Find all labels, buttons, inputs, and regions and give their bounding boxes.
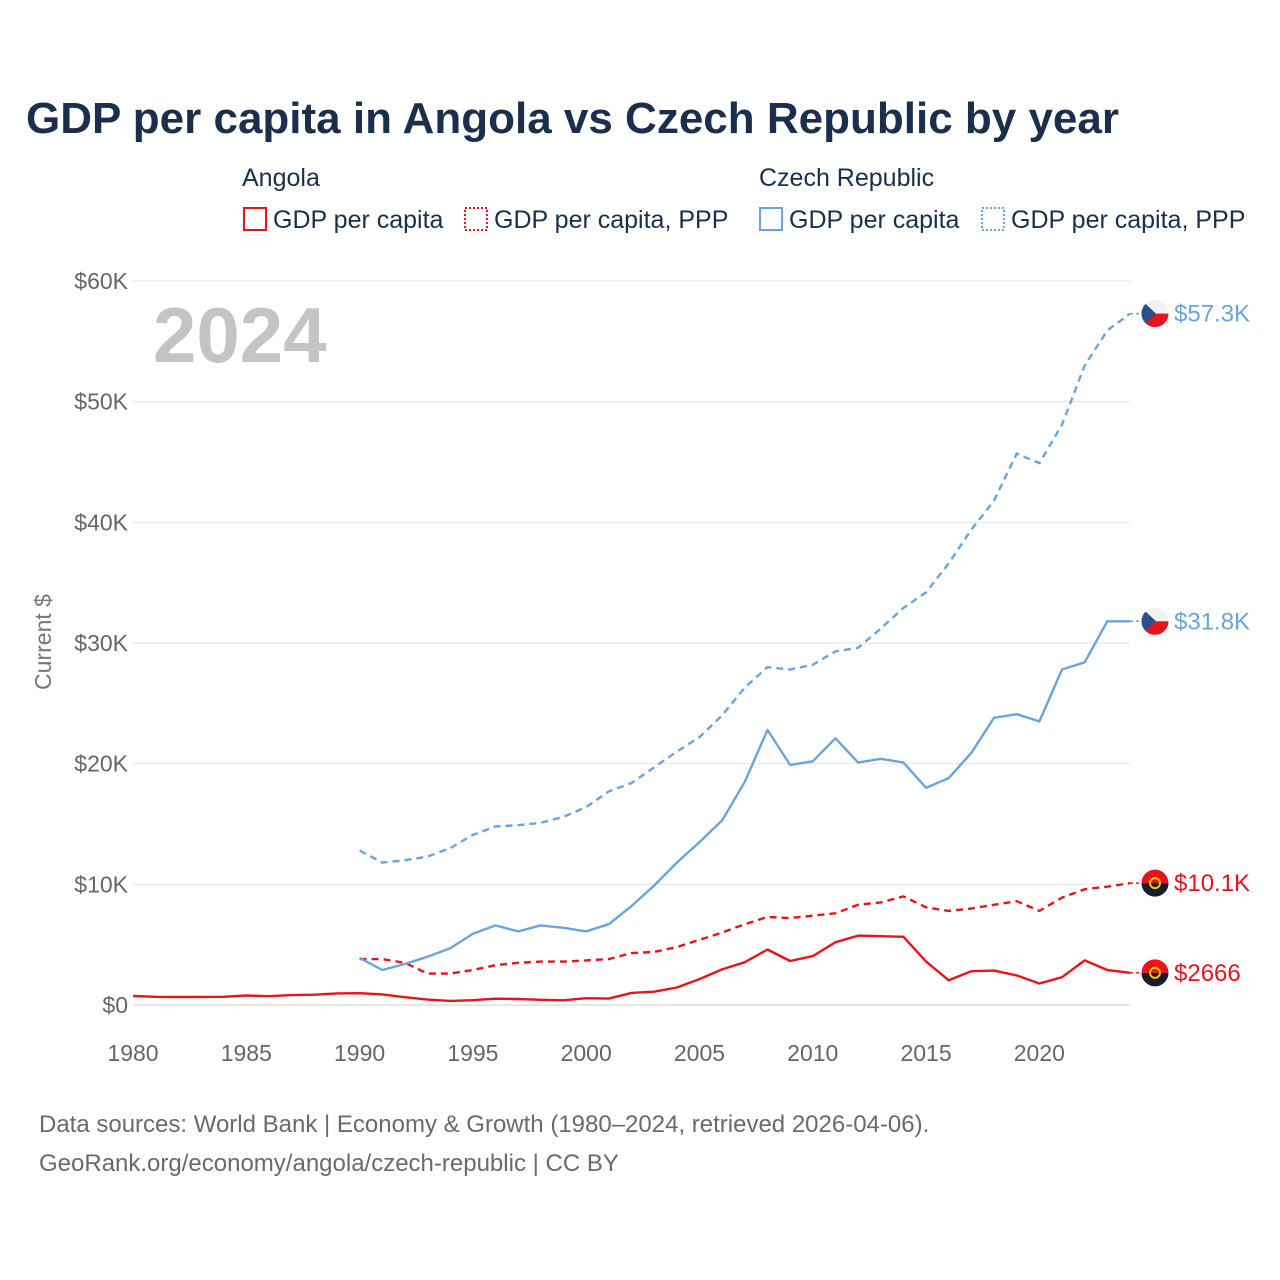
flag-band-bottom [1141, 972, 1169, 987]
flag-band-top [1141, 958, 1169, 973]
y-tick-label: $40K [74, 509, 128, 535]
x-tick-label: 2005 [674, 1040, 725, 1066]
angola-flag-icon [1130, 958, 1170, 988]
end-value-label: $10.1K [1174, 870, 1250, 897]
end-value-label: $57.3K [1174, 301, 1250, 328]
end-markers: $2666 $10.1K $31.8K $57.3K [1130, 299, 1250, 988]
flag-ring [1140, 606, 1170, 636]
end-value-label: $2666 [1174, 960, 1241, 987]
series-lines [132, 312, 1131, 1003]
x-tick-label: 1990 [334, 1040, 385, 1066]
y-tick-label: $50K [74, 389, 128, 415]
x-tick-label: 2010 [787, 1040, 838, 1066]
year-watermark: 2024 [153, 291, 327, 379]
x-axis-ticks: 1980 1985 1990 1995 2000 2005 2010 2015 2020 [107, 1040, 1065, 1066]
series-line-0[interactable] [132, 934, 1131, 1003]
flag-ring [1140, 868, 1170, 898]
flag-fill [1141, 958, 1169, 987]
x-tick-label: 1995 [447, 1040, 498, 1066]
y-tick-label: $60K [74, 268, 128, 294]
x-tick-label: 2000 [561, 1040, 612, 1066]
czech-flag-icon [1130, 606, 1170, 636]
angola-flag-icon [1130, 868, 1170, 898]
legend-entry-angola-gdp[interactable]: GDP per capita [273, 206, 444, 234]
flag-ring [1140, 958, 1170, 988]
source-line-2[interactable]: GeoRank.org/economy/angola/czech-republi… [39, 1150, 619, 1177]
czech-flag-icon [1130, 299, 1170, 329]
flag-emblem [1149, 877, 1161, 890]
x-tick-label: 1980 [107, 1040, 158, 1066]
grid [133, 280, 1130, 1006]
series-line-3[interactable] [359, 312, 1131, 864]
y-tick-label: $10K [74, 871, 128, 897]
flag-emblem [1149, 966, 1161, 979]
chart-title: GDP per capita in Angola vs Czech Republ… [26, 94, 1119, 143]
x-tick-label: 2020 [1014, 1040, 1065, 1066]
legend-swatch-angola-ppp [464, 207, 488, 231]
y-axis-ticks: $0 $10K $20K $30K $40K $50K $60K [74, 268, 128, 1018]
flag-ring [1140, 299, 1170, 329]
y-tick-label: $0 [102, 992, 128, 1018]
flag-fill [1141, 299, 1169, 328]
legend-swatch-angola-gdp [243, 207, 267, 231]
x-tick-label: 1985 [221, 1040, 272, 1066]
series-line-2[interactable] [359, 620, 1130, 972]
end-value-label: $31.8K [1174, 608, 1250, 635]
legend-swatch-czech-gdp [759, 207, 783, 231]
series-line-1[interactable] [359, 881, 1131, 975]
legend-entry-czech-gdp[interactable]: GDP per capita [789, 206, 960, 234]
y-tick-label: $30K [74, 630, 128, 656]
flag-triangle [1141, 607, 1156, 636]
y-axis-label: Current $ [30, 594, 56, 690]
flag-triangle [1141, 299, 1156, 328]
legend-group-czech: Czech Republic [759, 164, 934, 192]
legend: Angola GDP per capita GDP per capita, PP… [242, 164, 1245, 234]
legend-group-angola: Angola [242, 164, 320, 192]
y-tick-label: $20K [74, 751, 128, 777]
flag-fill [1141, 607, 1169, 636]
legend-entry-angola-ppp[interactable]: GDP per capita, PPP [494, 206, 728, 234]
flag-fill [1141, 869, 1169, 898]
x-tick-label: 2015 [900, 1040, 951, 1066]
legend-swatch-czech-ppp [981, 207, 1005, 231]
flag-band-top [1141, 869, 1169, 884]
flag-band-bottom [1141, 883, 1169, 898]
legend-entry-czech-ppp[interactable]: GDP per capita, PPP [1011, 206, 1245, 234]
source-line-1: Data sources: World Bank | Economy & Gro… [39, 1111, 929, 1138]
